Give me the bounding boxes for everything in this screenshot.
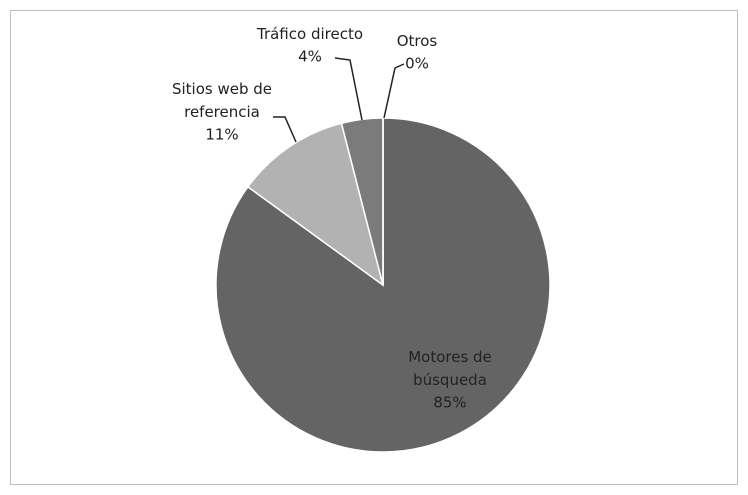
- slice-value-label: 0%: [405, 55, 429, 73]
- slice-label: Otros: [397, 32, 438, 50]
- slice-label: Tráfico directo: [256, 25, 363, 43]
- slice-label: Motores de búsqueda: [408, 348, 492, 389]
- leader-line: [273, 116, 297, 143]
- leader-line: [334, 57, 363, 121]
- slice-label: Sitios web de referencia: [172, 80, 272, 121]
- slice-value-label: 4%: [298, 48, 322, 66]
- leader-line: [383, 63, 405, 119]
- slice-value-label: 11%: [205, 126, 238, 144]
- pie-slice: [246, 122, 385, 287]
- slice-value-label: 85%: [433, 394, 466, 412]
